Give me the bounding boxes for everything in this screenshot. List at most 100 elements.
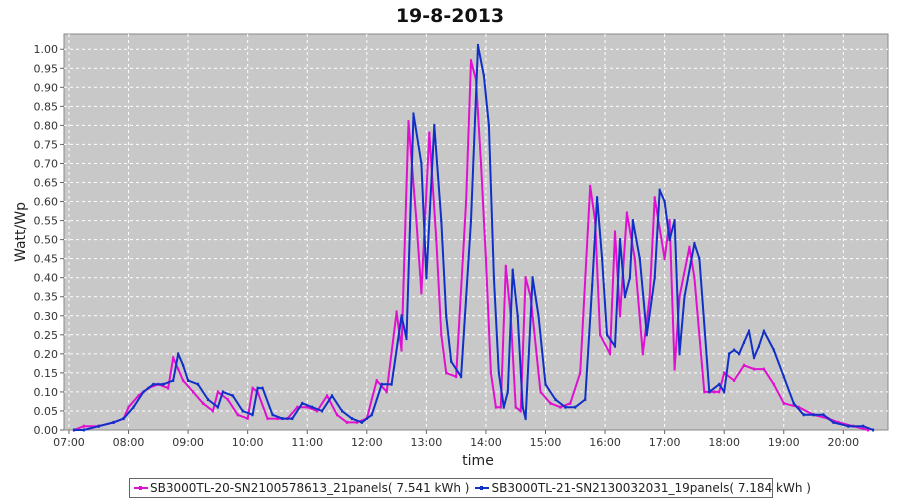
series-1-point <box>435 238 438 242</box>
series-2-point <box>470 219 473 223</box>
series-2-point <box>628 276 631 280</box>
series-2-point <box>521 405 524 409</box>
series-2-point <box>97 424 100 428</box>
series-1-point <box>625 211 628 215</box>
legend-item-series-2: SB3000TL-21-SN2130032031_19panels( 7.184… <box>475 481 811 495</box>
series-2-point <box>301 401 304 405</box>
series-1-point <box>549 401 552 405</box>
legend-swatch-series-2 <box>475 486 490 490</box>
series-1-point <box>599 333 602 337</box>
series-2-point <box>658 188 661 192</box>
x-tick-label: 08:00 <box>113 436 145 449</box>
series-2-point <box>221 390 224 394</box>
series-2-point <box>440 219 443 223</box>
series-1-point <box>494 405 497 409</box>
series-2-point <box>152 382 155 386</box>
series-1-point <box>266 417 269 421</box>
series-1-point <box>618 314 621 318</box>
y-tick-label: 0.90 <box>34 81 59 94</box>
series-2-point <box>613 344 616 348</box>
series-1-point <box>514 405 517 409</box>
series-2-point <box>591 283 594 287</box>
series-1-point <box>440 333 443 337</box>
series-1-point <box>519 409 522 413</box>
series-1-point <box>633 257 636 261</box>
series-1-point <box>867 428 870 432</box>
series-2-point <box>311 405 314 409</box>
series-2-point <box>476 43 479 47</box>
y-tick-label: 0.50 <box>34 234 59 247</box>
x-tick-label: 09:00 <box>172 436 204 449</box>
y-tick-label: 0.60 <box>34 196 59 209</box>
series-1-point <box>465 200 468 204</box>
y-tick-label: 0.40 <box>34 272 59 285</box>
series-2-point <box>601 257 604 261</box>
series-1-point <box>837 420 840 424</box>
series-1-point <box>276 417 279 421</box>
series-2-point <box>445 314 448 318</box>
series-2-point <box>281 417 284 421</box>
series-2-point <box>231 394 234 398</box>
series-2-point <box>723 390 726 394</box>
series-2-point <box>216 405 219 409</box>
series-2-point <box>72 428 75 432</box>
series-2-point <box>502 405 505 409</box>
y-tick-label: 1.00 <box>34 43 59 56</box>
series-1-point <box>216 390 219 394</box>
y-tick-label: 0.70 <box>34 157 59 170</box>
series-2-point <box>757 344 760 348</box>
series-2-point <box>564 405 567 409</box>
series-2-point <box>370 413 373 417</box>
x-tick-label: 18:00 <box>708 436 740 449</box>
series-2-point <box>531 276 534 280</box>
series-1-point <box>613 230 616 234</box>
series-2-point <box>177 352 180 356</box>
series-1-point <box>589 184 592 188</box>
series-2-point <box>197 382 200 386</box>
series-2-point <box>206 398 209 402</box>
series-1-point <box>688 245 691 249</box>
series-1-point <box>539 390 542 394</box>
series-2-point <box>872 428 875 432</box>
series-1-point <box>182 379 185 382</box>
x-tick-label: 13:00 <box>411 436 443 449</box>
chart-title: 19-8-2013 <box>396 5 504 27</box>
series-2-point <box>412 112 415 116</box>
series-2-point <box>537 314 540 318</box>
series-1-point <box>251 386 254 390</box>
series-2-point <box>420 161 423 165</box>
series-1-point <box>246 417 249 421</box>
series-2-point <box>618 238 621 242</box>
series-2-point <box>748 329 751 333</box>
y-tick-label: 0.65 <box>34 177 59 190</box>
series-2-point <box>380 382 383 386</box>
legend-swatch-series-1 <box>134 486 148 490</box>
y-tick-label: 0.85 <box>34 100 59 113</box>
series-2-point <box>772 348 775 352</box>
series-2-point <box>450 359 453 363</box>
series-2-point <box>693 241 696 245</box>
series-1-point <box>395 310 398 314</box>
series-1-point <box>172 356 175 360</box>
x-tick-label: 11:00 <box>291 436 323 449</box>
series-1-point <box>375 379 378 382</box>
series-2-point <box>792 401 795 405</box>
series-1-point <box>177 367 180 371</box>
series-1-point <box>455 375 458 379</box>
y-tick-label: 0.75 <box>34 138 59 151</box>
series-2-point <box>782 375 785 379</box>
series-1-point <box>559 405 562 409</box>
series-2-point <box>360 420 363 424</box>
series-2-point <box>460 375 463 379</box>
series-2-point <box>668 238 671 242</box>
series-2-point <box>698 257 701 261</box>
series-2-point <box>271 413 274 417</box>
series-2-point <box>291 417 294 421</box>
series-1-point <box>479 161 482 165</box>
series-2-point <box>752 356 755 360</box>
y-tick-label: 0.05 <box>34 405 59 418</box>
series-2-point <box>132 405 135 409</box>
series-2-point <box>822 413 825 417</box>
